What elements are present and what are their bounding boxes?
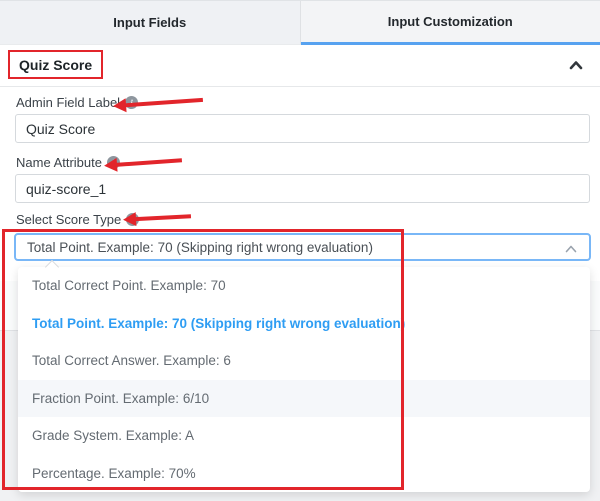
accordion-section-header[interactable]: Quiz Score xyxy=(0,45,600,87)
chevron-up-icon xyxy=(565,245,577,253)
score-type-selected-value: Total Point. Example: 70 (Skipping right… xyxy=(27,239,373,255)
field-label-row: Select Score Type i xyxy=(16,212,140,227)
field-label-row: Name Attribute i xyxy=(16,155,120,170)
field-label-row: Admin Field Label i xyxy=(16,95,139,110)
dropdown-option[interactable]: Grade System. Example: A xyxy=(32,428,195,444)
chevron-up-icon[interactable] xyxy=(569,60,583,70)
info-icon[interactable]: i xyxy=(107,156,120,169)
section-title: Quiz Score xyxy=(19,56,93,73)
dropdown-option-selected[interactable]: Total Point. Example: 70 (Skipping right… xyxy=(32,315,406,331)
admin-field-label: Admin Field Label xyxy=(16,95,121,110)
arrow-tail xyxy=(113,158,183,168)
dropdown-option[interactable]: Total Correct Answer. Example: 6 xyxy=(32,353,231,369)
name-attribute-label: Name Attribute xyxy=(16,155,102,170)
arrow-tail xyxy=(132,214,192,222)
dropdown-option[interactable]: Total Correct Point. Example: 70 xyxy=(32,278,226,294)
name-attribute-input[interactable] xyxy=(15,174,590,203)
tab-bar: Input Fields Input Customization xyxy=(0,0,600,45)
dropdown-option[interactable]: Percentage. Example: 70% xyxy=(32,465,196,481)
admin-field-label-input[interactable] xyxy=(15,114,590,143)
score-type-select[interactable]: Total Point. Example: 70 (Skipping right… xyxy=(14,233,591,261)
info-icon[interactable]: i xyxy=(126,213,140,226)
score-type-label: Select Score Type xyxy=(16,212,122,227)
info-icon[interactable]: i xyxy=(125,96,139,109)
tab-input-customization[interactable]: Input Customization xyxy=(300,1,600,45)
annotation-box-quiz-score: Quiz Score xyxy=(8,50,104,79)
dropdown-option-hovered[interactable]: Fraction Point. Example: 6/10 xyxy=(18,379,590,417)
score-type-dropdown: Total Correct Point. Example: 70 Total P… xyxy=(18,267,590,492)
tab-input-fields[interactable]: Input Fields xyxy=(0,1,301,45)
